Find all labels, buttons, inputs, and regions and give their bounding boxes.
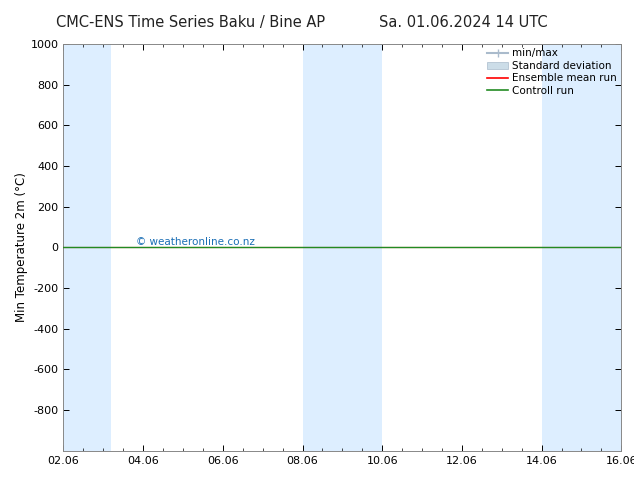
Bar [302,44,382,451]
Legend: min/max, Standard deviation, Ensemble mean run, Controll run: min/max, Standard deviation, Ensemble me… [485,46,619,98]
Text: CMC-ENS Time Series Baku / Bine AP: CMC-ENS Time Series Baku / Bine AP [56,15,325,30]
Y-axis label: Min Temperature 2m (°C): Min Temperature 2m (°C) [15,172,28,322]
Text: Sa. 01.06.2024 14 UTC: Sa. 01.06.2024 14 UTC [378,15,547,30]
Bar [541,44,621,451]
Bar [63,44,111,451]
Text: © weatheronline.co.nz: © weatheronline.co.nz [136,238,255,247]
